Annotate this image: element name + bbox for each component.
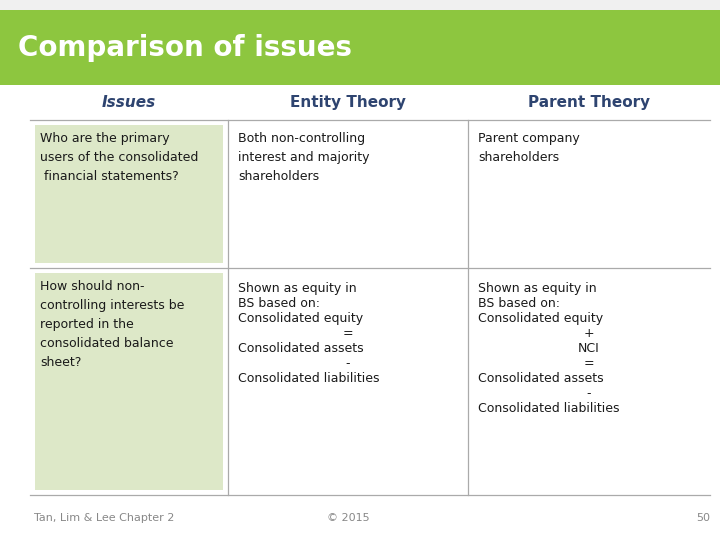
Text: BS based on:: BS based on:: [238, 297, 320, 310]
Text: NCI: NCI: [578, 342, 600, 355]
Text: -: -: [587, 387, 591, 400]
Text: Issues: Issues: [102, 95, 156, 110]
Bar: [0, 10, 720, 85]
Bar: [35, 125, 223, 263]
Text: Consolidated liabilities: Consolidated liabilities: [478, 402, 619, 415]
Text: Tan, Lim & Lee Chapter 2: Tan, Lim & Lee Chapter 2: [34, 513, 174, 523]
Bar: [35, 273, 223, 490]
Text: Who are the primary
users of the consolidated
 financial statements?: Who are the primary users of the consoli…: [40, 132, 199, 183]
Bar: [0, 0, 720, 10]
Text: Parent Theory: Parent Theory: [528, 95, 650, 110]
Text: 50: 50: [696, 513, 710, 523]
Text: Entity Theory: Entity Theory: [290, 95, 406, 110]
Text: Consolidated equity: Consolidated equity: [238, 312, 363, 325]
Text: Parent company
shareholders: Parent company shareholders: [478, 132, 580, 164]
Text: How should non-
controlling interests be
reported in the
consolidated balance
sh: How should non- controlling interests be…: [40, 280, 184, 369]
Text: Consolidated liabilities: Consolidated liabilities: [238, 372, 379, 385]
Text: Comparison of issues: Comparison of issues: [18, 33, 352, 62]
Text: =: =: [343, 327, 354, 340]
Text: © 2015: © 2015: [327, 513, 369, 523]
Text: -: -: [346, 357, 350, 370]
Text: Consolidated assets: Consolidated assets: [478, 372, 603, 385]
Text: Consolidated assets: Consolidated assets: [238, 342, 364, 355]
Text: +: +: [584, 327, 594, 340]
Text: Consolidated equity: Consolidated equity: [478, 312, 603, 325]
Text: Shown as equity in: Shown as equity in: [478, 282, 597, 295]
Text: Shown as equity in: Shown as equity in: [238, 282, 356, 295]
Text: BS based on:: BS based on:: [478, 297, 560, 310]
Text: =: =: [584, 357, 594, 370]
Text: Both non-controlling
interest and majority
shareholders: Both non-controlling interest and majori…: [238, 132, 369, 183]
